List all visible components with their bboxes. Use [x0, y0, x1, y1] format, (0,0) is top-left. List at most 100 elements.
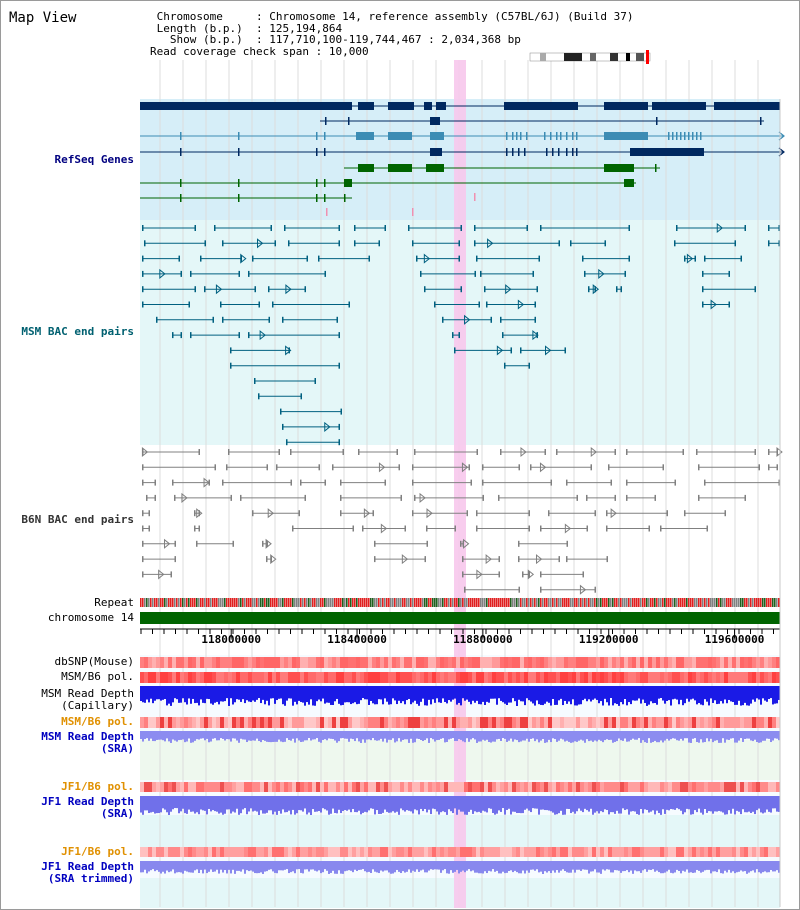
track-label-msm-bac[interactable]: MSM BAC end pairs: [21, 325, 134, 338]
dbsnp-strip: [140, 657, 780, 668]
msm-pol-sra-strip-bin: [500, 717, 504, 728]
jf1-depth-trimmed-histogram-bar: [354, 861, 356, 870]
msm-pol-strip-bin: [608, 672, 612, 683]
repeat-element: [166, 598, 168, 607]
jf1-pol-strip-bin: [736, 782, 740, 792]
msm-depth-sra-histogram-bar: [288, 731, 290, 741]
jf1-pol2-strip-bin: [484, 847, 488, 857]
msm-pol-strip-bin: [424, 672, 428, 683]
jf1-pol-strip-bin: [556, 782, 560, 792]
jf1-depth-trimmed-histogram-bar: [578, 861, 580, 870]
msm-pol-strip-bin: [240, 672, 244, 683]
jf1-pol2-strip-bin: [228, 847, 232, 857]
b6n-bac-end-pairs: [141, 446, 783, 595]
jf1-pol-strip-bin: [520, 782, 524, 792]
msm-pol-sra-strip-bin: [272, 717, 276, 728]
b6n-bac-pair-end: [768, 464, 770, 471]
repeat-element: [282, 598, 284, 607]
jf1-depth-histogram-bar: [452, 796, 454, 814]
msm-depth-sra-histogram-bar: [566, 731, 568, 741]
jf1-pol-strip-bin: [488, 782, 492, 792]
jf1-depth-trimmed-histogram-bar: [324, 861, 326, 870]
msm-bac-pair-end: [460, 225, 462, 231]
jf1-pol-strip-bin: [256, 782, 260, 792]
dbsnp-strip-bin: [712, 657, 716, 668]
jf1-pol2-strip-bin: [696, 847, 700, 857]
dbsnp-strip-bin: [376, 657, 380, 668]
b6n-bac-pair-end: [148, 510, 150, 517]
msm-pol-sra-strip-bin: [704, 717, 708, 728]
jf1-depth-histogram-bar: [344, 796, 346, 811]
msm-depth-sra-histogram-bar: [172, 731, 174, 740]
jf1-pol-strip-bin: [616, 782, 620, 792]
jf1-pol2-strip-bin: [256, 847, 260, 857]
msm-bac-pair-end: [338, 439, 340, 446]
jf1-pol-strip-bin: [564, 782, 568, 792]
dbsnp-strip-bin: [476, 657, 480, 668]
msm-depth-sra-histogram-bar: [168, 731, 170, 742]
msm-depth-sra-histogram-bar: [154, 731, 156, 742]
msm-depth-capillary-histogram-bar: [422, 686, 424, 699]
msm-pol-strip-bin: [532, 672, 536, 683]
dbsnp-strip-bin: [692, 657, 696, 668]
jf1-pol-strip-bin: [576, 782, 580, 792]
dbsnp-strip-bin: [336, 657, 340, 668]
gene-exon-tick: [324, 132, 326, 140]
repeat-element: [436, 598, 438, 607]
jf1-depth-trimmed-histogram-bar: [160, 861, 162, 874]
jf1-depth-trimmed-histogram-bar: [640, 861, 642, 873]
repeat-element: [610, 598, 612, 607]
msm-depth-capillary-histogram-bar: [620, 686, 622, 703]
jf1-depth-trimmed-histogram-bar: [186, 861, 188, 872]
msm-bac-pair-end: [194, 286, 196, 293]
jf1-depth-trimmed-histogram-bar: [608, 861, 610, 870]
msm-depth-sra-histogram-bar: [158, 731, 160, 740]
jf1-depth-histogram-bar: [534, 796, 536, 809]
b6n-bac-pair-marker: [535, 554, 543, 565]
msm-depth-capillary-histogram-bar: [416, 686, 418, 704]
msm-pol-strip-bin: [732, 672, 736, 683]
jf1-depth-histogram-bar: [612, 796, 614, 813]
msm-depth-sra-histogram-bar: [170, 731, 172, 743]
gene-exon-tick: [558, 148, 560, 156]
track-label-b6n-bac[interactable]: B6N BAC end pairs: [21, 513, 134, 526]
jf1-pol-strip-bin: [316, 782, 320, 792]
b6n-bac-pair-end: [374, 540, 376, 547]
msm-pol-sra-strip-bin: [684, 717, 688, 728]
jf1-depth-trimmed-histogram-bar: [408, 861, 410, 870]
b6n-bac-pair-end: [626, 479, 628, 486]
jf1-pol2-strip-bin: [572, 847, 576, 857]
msm-depth-capillary-histogram-bar: [754, 686, 756, 702]
jf1-pol-strip-bin: [152, 782, 156, 792]
msm-depth-capillary-histogram-bar: [240, 686, 242, 702]
gene-exon-block: [356, 132, 374, 140]
jf1-pol2-strip-bin: [260, 847, 264, 857]
msm-depth-sra-histogram-bar: [188, 731, 190, 739]
msm-depth-sra-histogram-bar: [268, 731, 270, 743]
msm-pol-strip-bin: [476, 672, 480, 683]
jf1-pol-strip-bin: [472, 782, 476, 792]
msm-depth-sra-histogram-bar: [636, 731, 638, 740]
repeat-element: [646, 598, 648, 607]
repeat-element: [666, 598, 668, 607]
msm-depth-sra-histogram-bar: [438, 731, 440, 740]
jf1-pol-strip-bin: [560, 782, 564, 792]
gene-exon-tick: [238, 179, 240, 187]
track-label-refseq[interactable]: RefSeq Genes: [54, 153, 134, 166]
jf1-depth-histogram-bar: [304, 796, 306, 809]
msm-depth-sra-histogram-bar: [200, 731, 202, 739]
repeat-element: [342, 598, 344, 607]
jf1-pol-strip-bin: [580, 782, 584, 792]
msm-pol-sra-strip-bin: [600, 717, 604, 728]
repeat-element: [642, 598, 644, 607]
dbsnp-strip-bin: [348, 657, 352, 668]
msm-depth-capillary-histogram-bar: [642, 686, 644, 700]
msm-depth-capillary-histogram-bar: [636, 686, 638, 701]
msm-pol-sra-strip-bin: [632, 717, 636, 728]
repeat-element: [232, 598, 234, 607]
jf1-depth-histogram-bar: [226, 796, 228, 810]
msm-depth-sra-histogram-bar: [692, 731, 694, 739]
jf1-depth-histogram-bar: [408, 796, 410, 811]
jf1-pol2-strip-bin: [580, 847, 584, 857]
